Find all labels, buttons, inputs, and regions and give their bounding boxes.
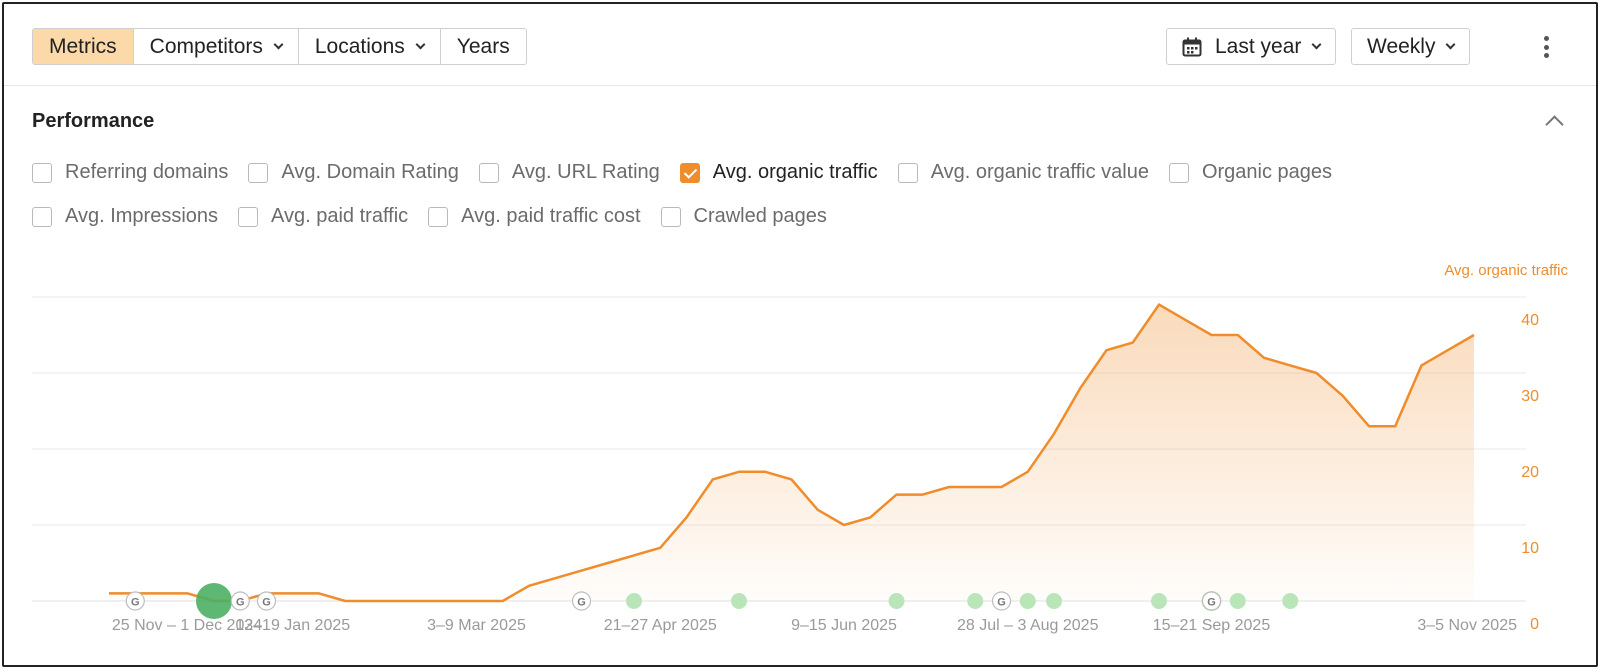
x-tick-label: 3–5 Nov 2025 [1417, 617, 1517, 634]
google-icon: G [1207, 597, 1216, 609]
section-title: Performance [32, 110, 155, 132]
metric-label: Avg. paid traffic [271, 205, 409, 227]
checkbox[interactable] [428, 206, 449, 227]
metric-avg-url-rating[interactable]: Avg. URL Rating [478, 161, 660, 184]
metric-organic-pages[interactable]: Organic pages [1168, 161, 1333, 184]
metric-label: Avg. Impressions [65, 205, 219, 227]
update-marker [888, 593, 905, 609]
metric-crawled-pages[interactable]: Crawled pages [660, 205, 827, 228]
view-tabs: Metrics Competitors Locations Years [32, 28, 527, 65]
google-update-marker [1201, 591, 1222, 611]
metric-label: Crawled pages [693, 205, 827, 227]
metric-label: Avg. Domain Rating [281, 161, 459, 183]
update-marker [731, 593, 747, 609]
x-tick-label: 9–15 Jun 2025 [791, 617, 897, 634]
checkbox[interactable] [1168, 162, 1189, 183]
more-options-icon[interactable] [1536, 32, 1556, 62]
y-tick-label: 30 [1521, 388, 1539, 405]
x-tick-label: 25 Nov – 1 Dec 2024 [112, 617, 262, 634]
update-marker [1019, 593, 1036, 609]
checkbox[interactable] [897, 162, 918, 183]
y-tick-label: 40 [1521, 312, 1539, 329]
granularity-label: Weekly [1367, 34, 1436, 58]
y-axis-title: Avg. organic traffic [1444, 262, 1568, 279]
tab-years[interactable]: Years [440, 29, 526, 64]
checkbox[interactable] [32, 162, 52, 183]
metric-avg-organic-traffic-value[interactable]: Avg. organic traffic value [897, 161, 1149, 184]
metric-label: Organic pages [1201, 161, 1333, 183]
y-tick-label: 0 [1530, 616, 1539, 633]
metric-label: Referring domains [65, 161, 229, 183]
google-icon: G [997, 597, 1006, 609]
date-range-dropdown[interactable]: Last year [1166, 28, 1337, 65]
metric-avg-paid-traffic-cost[interactable]: Avg. paid traffic cost [428, 205, 641, 228]
google-update-marker [571, 591, 592, 611]
metric-label: Avg. organic traffic [712, 161, 878, 183]
metric-avg-impressions[interactable]: Avg. Impressions [32, 205, 218, 228]
checkbox[interactable] [32, 206, 52, 227]
x-tick-label: 21–27 Apr 2025 [604, 617, 717, 634]
series-area [109, 304, 1474, 601]
google-update-marker [256, 591, 277, 611]
x-tick-label: 13–19 Jan 2025 [235, 617, 350, 634]
x-tick-label: 15–21 Sep 2025 [1153, 617, 1271, 634]
tab-competitors[interactable]: Competitors [133, 29, 299, 64]
metrics-row-1: Referring domains Avg. Domain Rating Avg… [32, 161, 1352, 184]
google-update-marker [230, 591, 250, 611]
metric-avg-paid-traffic[interactable]: Avg. paid traffic [238, 205, 408, 228]
checkbox[interactable] [238, 206, 259, 227]
checkbox[interactable] [660, 206, 681, 227]
google-update-marker [991, 591, 1012, 611]
update-marker [626, 593, 642, 609]
tab-label: Metrics [49, 34, 117, 58]
google-icon: G [236, 597, 245, 609]
update-marker [1229, 593, 1246, 609]
google-icon: G [131, 597, 140, 609]
tab-label: Locations [314, 34, 405, 58]
metric-referring-domains[interactable]: Referring domains [32, 161, 228, 184]
update-marker [967, 593, 984, 609]
y-tick-label: 10 [1521, 540, 1539, 557]
metric-label: Avg. URL Rating [511, 161, 660, 183]
metrics-row-2: Avg. Impressions Avg. paid traffic Avg. … [32, 205, 847, 228]
tab-locations[interactable]: Locations [298, 29, 441, 64]
tab-label: Competitors [149, 34, 263, 58]
granularity-dropdown[interactable]: Weekly [1351, 28, 1471, 65]
update-marker-large [196, 583, 232, 619]
metric-label: Avg. organic traffic value [930, 161, 1149, 183]
google-icon: G [577, 597, 586, 609]
checkbox[interactable] [248, 162, 269, 183]
metric-avg-organic-traffic[interactable]: Avg. organic traffic [679, 161, 878, 184]
tab-label: Years [456, 34, 510, 58]
x-tick-label: 28 Jul – 3 Aug 2025 [957, 617, 1099, 634]
update-marker [1151, 593, 1167, 609]
google-update-marker [125, 591, 145, 611]
calendar-icon [1182, 37, 1202, 56]
metric-label: Avg. paid traffic cost [461, 205, 641, 227]
google-icon: G [262, 597, 271, 609]
date-range-label: Last year [1215, 34, 1302, 58]
checkbox-checked[interactable] [679, 162, 700, 183]
update-marker [1282, 593, 1299, 609]
checkbox[interactable] [478, 162, 499, 183]
y-tick-label: 20 [1521, 464, 1539, 481]
update-marker [1046, 593, 1062, 609]
tab-metrics[interactable]: Metrics [33, 29, 134, 64]
series-line [109, 303, 1475, 603]
metric-avg-domain-rating[interactable]: Avg. Domain Rating [248, 161, 459, 184]
toolbar: Metrics Competitors Locations Years [4, 4, 1596, 86]
x-tick-label: 3–9 Mar 2025 [427, 617, 526, 634]
